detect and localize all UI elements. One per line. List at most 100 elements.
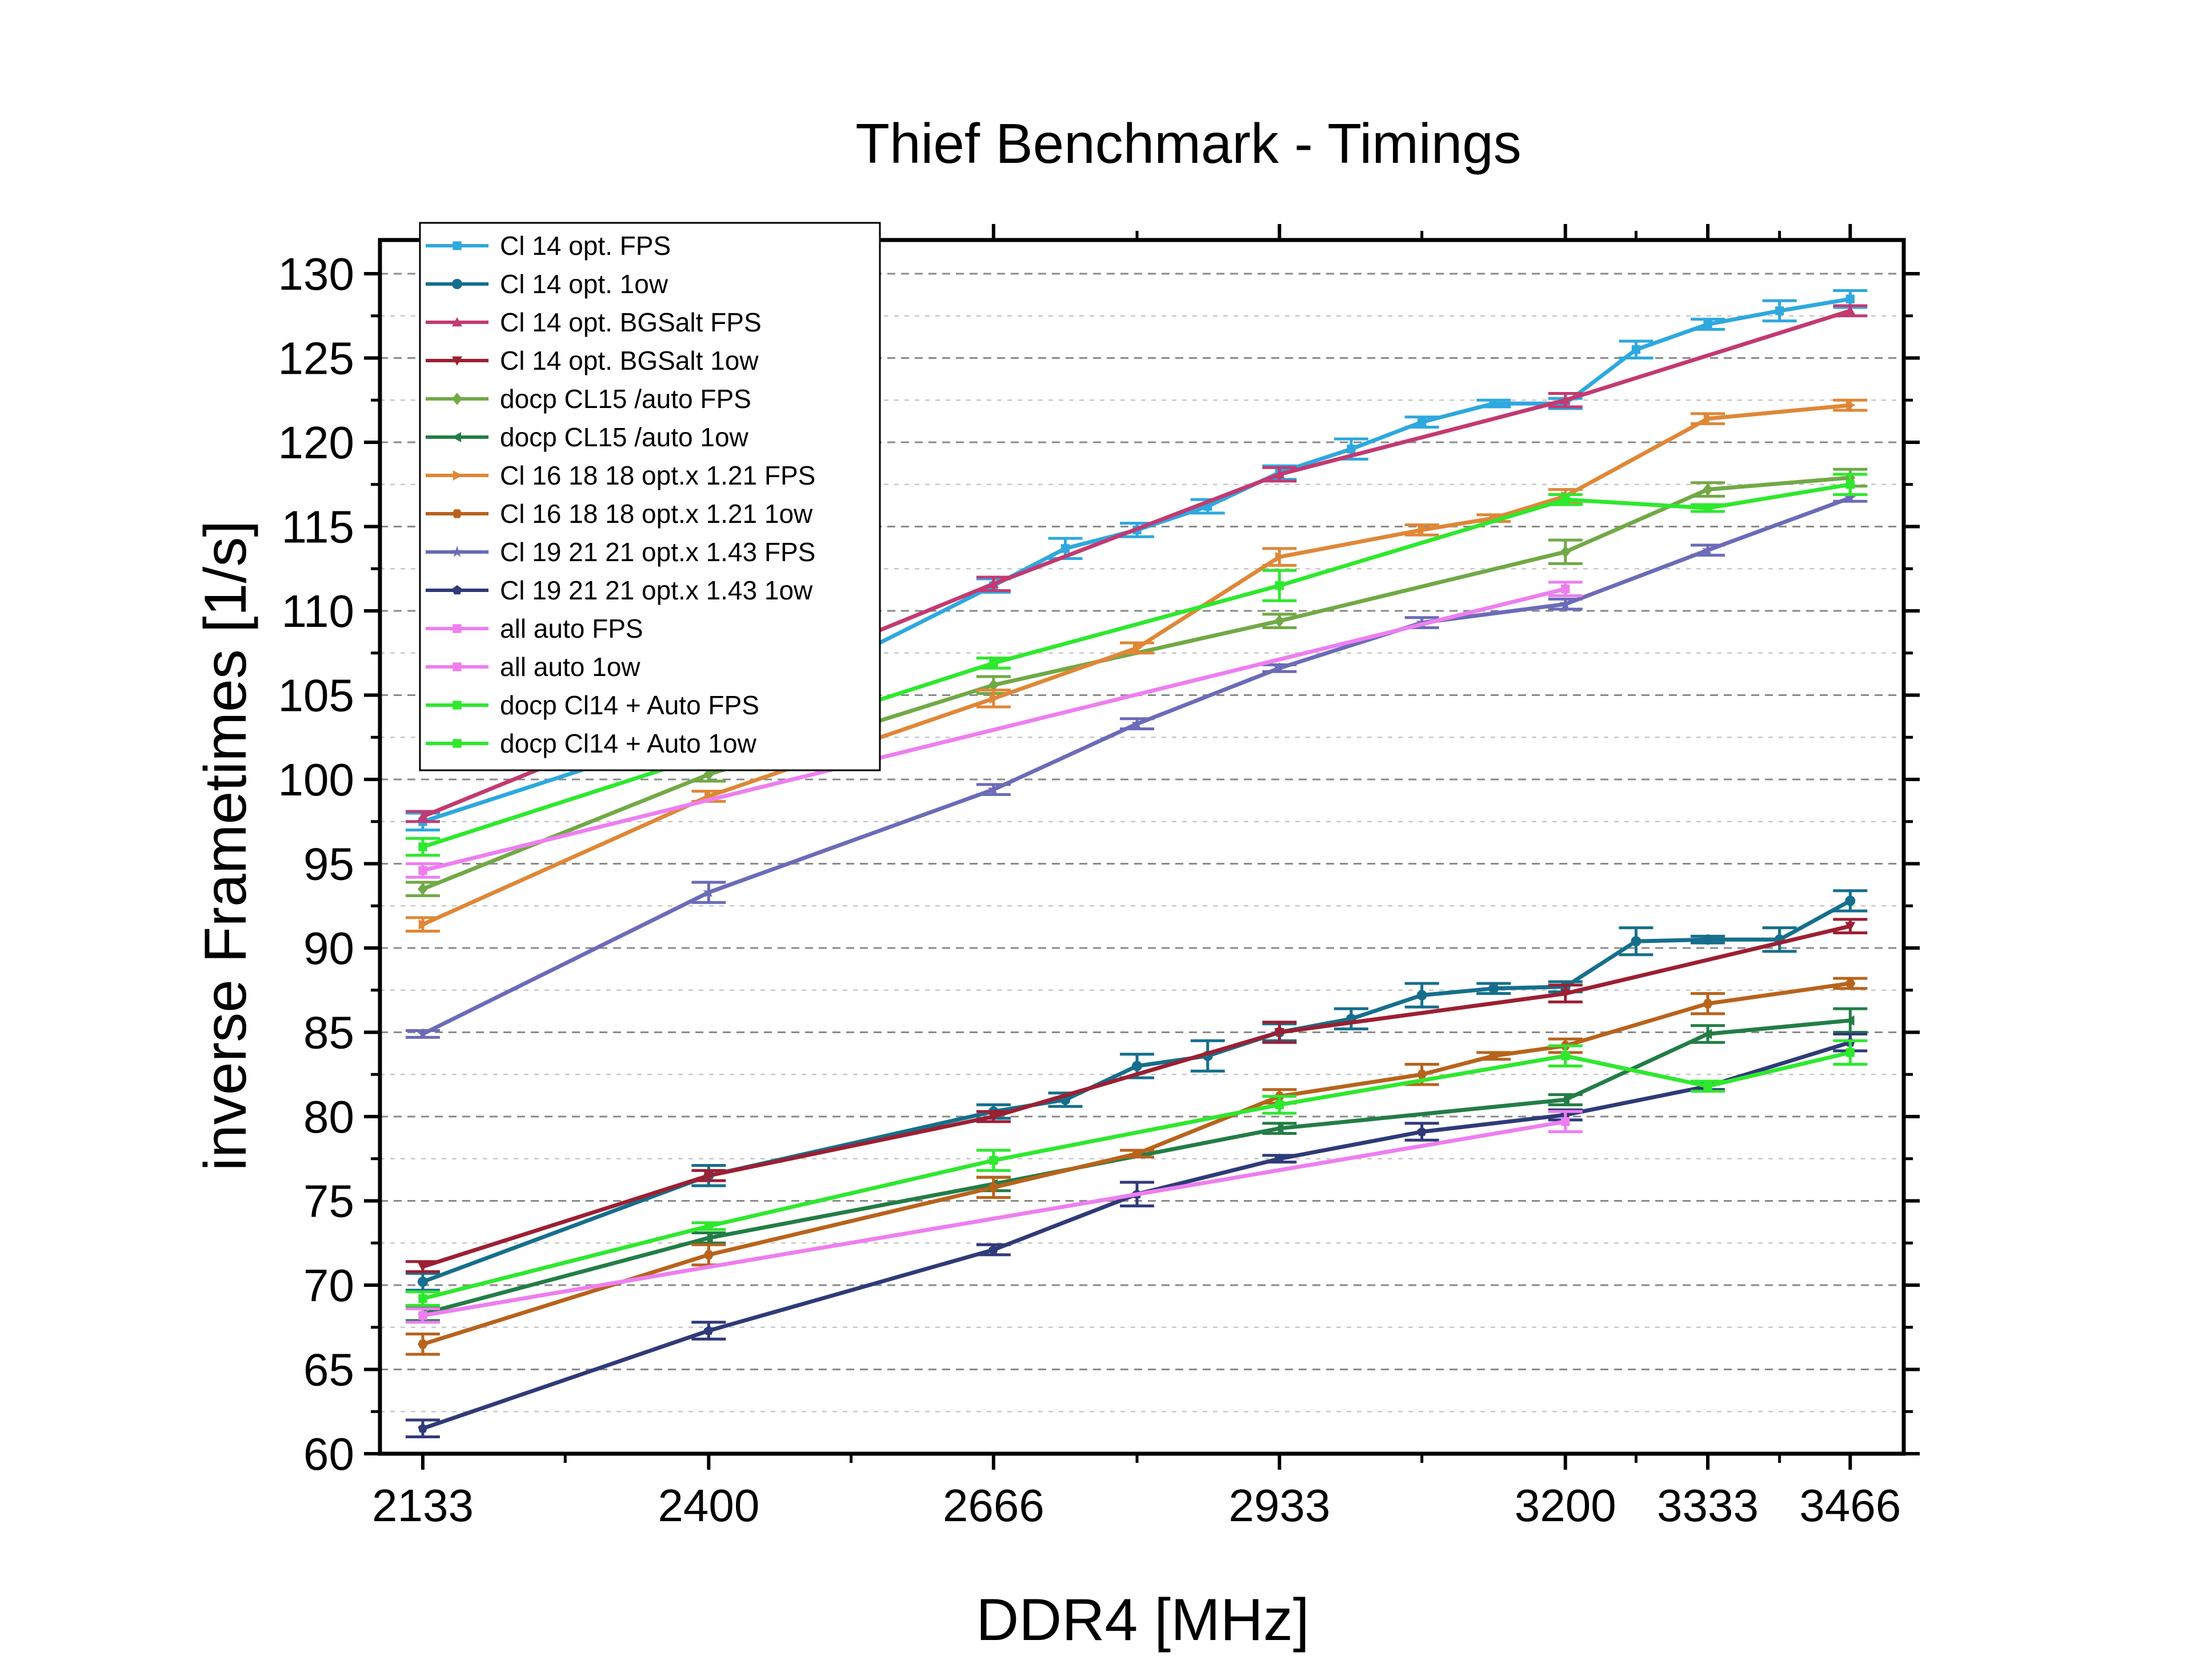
legend-swatch-marker	[452, 317, 462, 327]
data-point	[988, 1112, 999, 1122]
data-point	[988, 1183, 999, 1192]
data-point	[417, 1027, 429, 1039]
series-group	[405, 467, 1868, 898]
plot-series	[405, 289, 1868, 1438]
series-line	[422, 1119, 1566, 1318]
data-point	[1845, 895, 1856, 906]
y-tick-label: 100	[278, 754, 354, 805]
legend-label: Cl 14 opt. BGSalt FPS	[500, 307, 762, 337]
series-group	[405, 473, 1868, 857]
data-point	[1845, 480, 1855, 489]
y-tick-label: 75	[303, 1176, 354, 1227]
data-point	[1488, 1051, 1499, 1061]
legend-label: docp CL15 /auto FPS	[500, 384, 751, 414]
y-tick-label: 115	[281, 502, 354, 553]
x-tick-label: 3333	[1657, 1480, 1759, 1531]
legend-swatch-marker	[452, 585, 462, 595]
data-point	[1703, 483, 1713, 496]
legend-label: Cl 16 18 18 opt.x 1.21 1ow	[500, 499, 813, 529]
y-tick-label: 70	[303, 1260, 354, 1311]
axis-ticks: 2133 2400 2666 2933 3200 3333 3466 60 65 70 75 80 85…	[278, 224, 1920, 1531]
legend-label: Cl 14 opt. FPS	[500, 231, 671, 261]
y-tick-label: 110	[281, 586, 354, 637]
legend-label: all auto FPS	[500, 614, 643, 643]
data-point	[703, 1233, 713, 1243]
legend-label: Cl 14 opt. 1ow	[500, 269, 668, 299]
plot-frame	[378, 238, 1906, 1456]
data-point	[418, 919, 428, 930]
x-axis-title: DDR4 [MHz]	[976, 1587, 1310, 1653]
data-point	[1132, 1149, 1143, 1158]
data-point	[987, 783, 1000, 795]
y-tick-label: 105	[278, 670, 354, 721]
y-tick-label: 125	[278, 333, 354, 384]
y-axis-title: inverse Frametimes [1/s]	[193, 521, 259, 1171]
y-tick-label: 130	[278, 249, 354, 299]
legend-label: Cl 19 21 21 opt.x 1.43 FPS	[500, 537, 815, 567]
data-point	[988, 578, 999, 588]
y-tick-label: 95	[303, 839, 354, 890]
legend-swatch-marker	[451, 546, 463, 557]
data-point	[1560, 989, 1571, 999]
legend-swatch-marker	[453, 470, 462, 481]
data-point	[1560, 545, 1571, 558]
data-point	[1703, 1082, 1712, 1091]
data-point	[988, 1245, 999, 1254]
legend: Cl 14 opt. FPS Cl 14 opt. 1ow Cl 14 opt. B…	[419, 222, 881, 771]
y-tick-label: 65	[303, 1345, 354, 1395]
data-point	[989, 693, 999, 704]
x-tick-label: 2133	[372, 1480, 474, 1531]
data-point	[1703, 503, 1712, 513]
data-point	[988, 679, 999, 691]
data-point	[417, 1339, 428, 1349]
legend-swatch-marker	[452, 509, 462, 518]
data-point	[1489, 399, 1498, 408]
data-point	[1845, 1048, 1855, 1057]
data-point	[1701, 544, 1714, 555]
data-point	[1703, 934, 1713, 945]
y-tick-label: 120	[278, 417, 354, 468]
data-point	[1131, 717, 1143, 729]
legend-label: Cl 19 21 21 opt.x 1.43 1ow	[500, 575, 813, 605]
data-point	[418, 842, 427, 851]
series-group	[405, 1110, 1583, 1324]
legend-swatch-marker	[453, 739, 462, 748]
data-point	[1488, 983, 1499, 994]
data-point	[1417, 1126, 1427, 1136]
data-point	[1560, 1094, 1570, 1105]
data-point	[1845, 1015, 1855, 1026]
data-point	[1561, 1051, 1570, 1061]
y-tick-label: 80	[303, 1091, 354, 1142]
x-tick-label: 3200	[1515, 1480, 1616, 1531]
data-point	[989, 1156, 998, 1165]
data-point	[1845, 979, 1856, 988]
data-point	[1274, 1153, 1284, 1163]
data-point	[1274, 469, 1285, 479]
legend-swatch-marker	[452, 432, 462, 442]
legend-swatch-marker	[453, 241, 462, 250]
data-point	[1846, 400, 1856, 411]
series-line	[422, 981, 1851, 1346]
legend-label: Cl 14 opt. BGSalt 1ow	[500, 346, 759, 375]
data-point	[703, 768, 714, 781]
data-point	[1561, 585, 1570, 594]
data-point	[418, 866, 427, 875]
series-line	[422, 924, 1851, 1269]
data-point	[417, 811, 428, 821]
data-point	[418, 1311, 427, 1320]
legend-swatch-marker	[452, 393, 462, 405]
data-point	[703, 886, 715, 898]
legend-swatch-marker	[453, 701, 462, 710]
x-tick-label: 2400	[658, 1480, 759, 1531]
data-point	[1275, 1100, 1284, 1109]
data-point	[1347, 445, 1356, 454]
data-point	[1417, 417, 1427, 427]
data-point	[1274, 614, 1285, 627]
data-point	[704, 1222, 714, 1231]
data-point	[1845, 305, 1856, 315]
series-line	[422, 482, 1851, 849]
data-point	[418, 1294, 427, 1303]
data-point	[417, 1262, 428, 1272]
y-tick-label: 90	[303, 923, 354, 974]
